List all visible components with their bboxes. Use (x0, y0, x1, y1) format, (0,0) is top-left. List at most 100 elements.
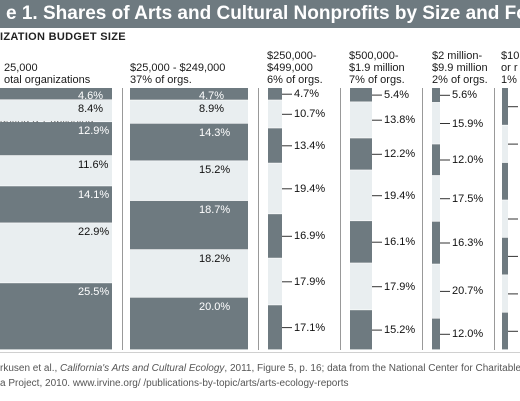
column-header-line: or r (501, 62, 518, 74)
bar-segment (268, 305, 282, 350)
column-header-line: 37% of orgs. (130, 74, 192, 86)
bar-segment (0, 88, 112, 100)
data-label: 16.3% (452, 236, 484, 249)
source-footer: rkusen et al., California's Arts and Cul… (0, 352, 520, 401)
data-label: 18.7% (199, 203, 231, 216)
footer-source-a: rkusen et al., (0, 363, 61, 374)
bar-segment (350, 263, 372, 310)
bar-segment (432, 175, 440, 222)
data-label: 15.9% (452, 117, 484, 130)
column-header-line: $500,000- (349, 50, 399, 62)
column-header-line: $9.9 million (432, 62, 488, 74)
column-header: 25,000 otal organizations (4, 62, 90, 86)
chart-title: e 1. Shares of Arts and Cultural Nonprof… (6, 3, 520, 24)
column-divider (340, 88, 341, 350)
chart-subtitle: IZATION BUDGET SIZE (0, 31, 126, 43)
data-label: 5.6% (452, 89, 478, 102)
bar-segment (432, 102, 440, 144)
bar-segment (432, 88, 440, 103)
bar-segment (0, 223, 112, 283)
data-label: 13.8% (384, 114, 416, 127)
bar-segment (432, 221, 440, 264)
data-label: 16.1% (384, 236, 416, 249)
footer-source-title: California's Arts and Cultural Ecology (60, 363, 225, 374)
data-label: 4.7% (199, 90, 225, 102)
bar-segment (502, 88, 508, 125)
title-bar: e 1. Shares of Arts and Cultural Nonprof… (0, 0, 520, 28)
column-header-line: $2 million- (432, 50, 483, 62)
bar-segment (0, 122, 112, 156)
column-header: $500,000- $1.9 million 7% of orgs. (349, 50, 405, 86)
bar-segment (502, 312, 508, 350)
column-header: $25,000 - $249,000 37% of orgs. (130, 62, 225, 86)
bar-segment (130, 100, 248, 124)
data-label: 20.0% (199, 300, 231, 313)
column-header: $2 million- $9.9 million 2% of orgs. (432, 50, 488, 86)
column-header: $250,000- $499,000 6% of orgs. (267, 50, 323, 86)
data-label: 8.4% (78, 103, 104, 116)
bar-segment (0, 186, 112, 223)
column-header-line: 2% of orgs. (432, 74, 488, 86)
bar-segment (268, 88, 282, 100)
bar-segment (432, 264, 440, 318)
bar-segment (268, 214, 282, 258)
bar-segment (0, 283, 112, 350)
bar-segment (502, 162, 508, 200)
data-label: 14.3% (199, 126, 231, 139)
data-label: 17.5% (452, 192, 484, 205)
column-divider (422, 88, 423, 350)
bar-segment (0, 100, 112, 122)
data-label: 22.9% (78, 226, 110, 239)
bar-segment (268, 258, 282, 305)
column-header-line: 1% (501, 74, 517, 86)
bar-segment (350, 170, 372, 221)
bar-segment (130, 200, 248, 250)
data-label: 16.9% (294, 230, 326, 243)
bar-segment (350, 102, 372, 138)
column-divider (494, 88, 495, 350)
data-label: 4.6% (78, 90, 104, 102)
column-header-line: $25,000 - $249,000 (130, 62, 226, 74)
column-header-line: otal organizations (4, 74, 91, 86)
bar-segment (350, 310, 372, 350)
data-label: 17.1% (294, 321, 326, 334)
bar-segment (502, 237, 508, 275)
bar-segment (130, 161, 248, 201)
column-header-line: $1.9 million (349, 62, 405, 74)
data-label: 19.4% (384, 189, 416, 202)
data-label: 25.5% (78, 286, 110, 299)
data-label: 12.0% (452, 154, 484, 167)
bar-segment (502, 275, 508, 312)
bar-segment (130, 249, 248, 297)
data-label: 12.9% (78, 125, 110, 138)
column-divider (258, 88, 259, 350)
data-label: 20.7% (452, 285, 484, 298)
data-label: 5.4% (384, 89, 410, 102)
data-label: 17.9% (384, 280, 416, 293)
column-header-line: 25,000 (4, 62, 38, 74)
column-header-line: $10 (501, 50, 520, 62)
data-label: 13.4% (294, 139, 326, 152)
data-label: 14.1% (78, 189, 110, 202)
bar-segment (268, 128, 282, 163)
bar-segment (268, 100, 282, 128)
bar-segment (350, 138, 372, 170)
footer-source-line2: a Project, 2010. www.irvine.org/ /public… (0, 378, 349, 389)
bar-segment (0, 155, 112, 186)
column-header-line: $499,000 (267, 62, 313, 74)
bar-segment (502, 125, 508, 163)
data-label: 11.6% (78, 158, 109, 171)
data-label: 10.7% (294, 108, 326, 121)
bar-segment (350, 88, 372, 102)
data-label: 12.0% (452, 328, 484, 341)
bar-segment (432, 318, 440, 350)
data-label: 15.2% (199, 164, 231, 177)
column-header-line: 7% of orgs. (349, 74, 405, 86)
bar-segment (130, 297, 248, 350)
column-header: $10 or r 1% (501, 50, 519, 86)
bar-segment (502, 200, 508, 238)
bar-segment (130, 123, 248, 161)
column-header-line: $250,000- (267, 50, 317, 62)
footer-source-c: , 2011, Figure 5, p. 16; data from the N… (224, 363, 520, 374)
